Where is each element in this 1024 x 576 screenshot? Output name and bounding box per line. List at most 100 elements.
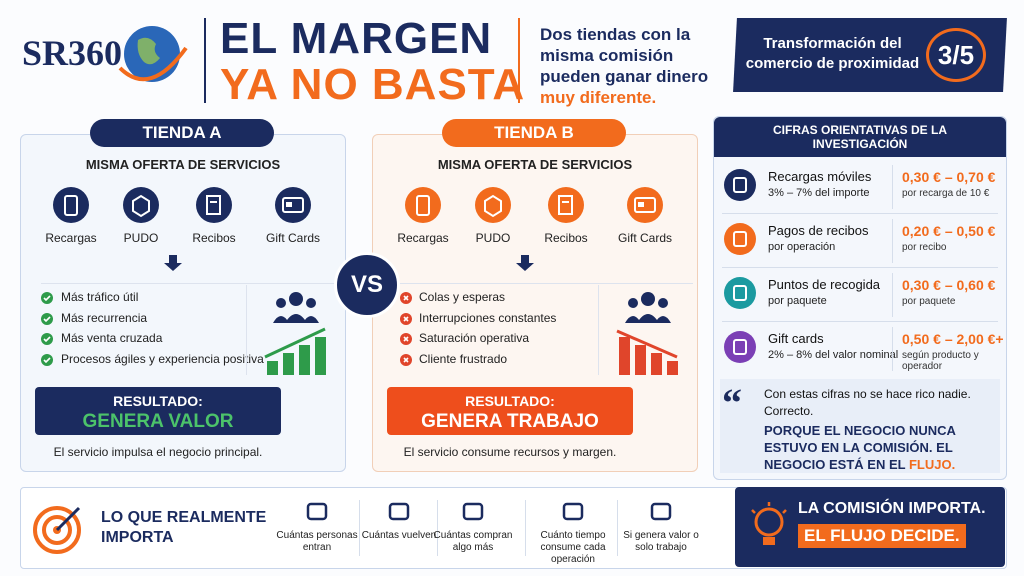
icon-shape [164, 255, 182, 271]
icon-shape [733, 339, 747, 355]
icon [41, 333, 53, 345]
store-note: El servicio impulsa el negocio principal… [53, 445, 263, 459]
separator [41, 283, 341, 284]
row-divider [892, 165, 893, 209]
icon-shape [548, 187, 584, 223]
icon-shape [733, 177, 747, 193]
icon-shape [724, 331, 756, 363]
icon-shape [724, 169, 756, 201]
service-label: Gift Cards [617, 231, 672, 245]
item-divider [437, 500, 438, 556]
icon-shape [42, 515, 72, 545]
row-unit: por paquete [902, 296, 956, 307]
icon-shape [118, 46, 188, 82]
point-text: Colas y esperas [419, 290, 506, 304]
row-name: Recargas móviles [768, 169, 872, 184]
divider [204, 18, 206, 103]
quote-statement: PORQUE EL NEGOCIO NUNCA ESTUVO EN LA COM… [764, 422, 994, 473]
icon [53, 187, 89, 223]
subtitle-text: Dos tiendas con la misma comisión pueden… [540, 25, 709, 86]
result-label: RESULTADO: [465, 393, 555, 409]
row-separator [722, 213, 998, 214]
bulb-icon [748, 500, 790, 554]
service-icon [475, 187, 511, 223]
icon [264, 292, 326, 375]
icon-shape [267, 361, 278, 375]
item-icon [385, 498, 413, 524]
quote-mark: “ [722, 380, 742, 425]
icon-shape [724, 277, 756, 309]
point-text: Cliente frustrado [419, 351, 508, 366]
cross-icon [400, 312, 412, 325]
icon-shape [638, 202, 644, 207]
service-label: Recibos [192, 231, 236, 245]
icon-shape [43, 356, 51, 363]
point-text: Más tráfico útil [61, 290, 139, 304]
icon-shape [388, 502, 410, 521]
row-divider [892, 273, 893, 317]
quote-line-1: Con estas cifras no se hace rico nadie. [764, 387, 971, 401]
figures-header [714, 117, 1006, 157]
icon-shape [475, 187, 511, 223]
separator [393, 283, 693, 284]
icon [400, 292, 412, 304]
row-separator [722, 267, 998, 268]
icon-shape [289, 292, 303, 306]
point-text: Más venta cruzada [61, 331, 163, 345]
separator [598, 285, 599, 375]
store-label: TIENDA A [90, 119, 274, 147]
icon-shape [516, 255, 534, 271]
icon-shape [273, 314, 319, 323]
icon-shape [619, 337, 630, 375]
target-icon [33, 502, 85, 554]
result-box [35, 387, 281, 435]
icon [751, 502, 787, 545]
icon-shape [33, 506, 81, 554]
icon [400, 333, 412, 345]
item-divider [525, 500, 526, 556]
service-label: Recargas [45, 231, 97, 245]
services-title: MISMA OFERTA DE SERVICIOS [85, 157, 281, 172]
point-text: Procesos ágiles y experiencia positiva [61, 351, 264, 366]
icon-shape [286, 202, 292, 207]
row-divider [892, 219, 893, 263]
check-icon [41, 353, 53, 366]
footer-title: LO QUE REALMENTE IMPORTA [101, 509, 267, 546]
icon-shape [123, 187, 159, 223]
icon-shape [275, 187, 311, 223]
icon-shape [405, 187, 441, 223]
icon-shape [616, 329, 678, 359]
quote-line-2: Correcto. [764, 404, 814, 418]
icon-shape [751, 502, 787, 514]
icon-shape [403, 356, 409, 363]
closing-line-1: LA COMISIÓN IMPORTA. [798, 500, 986, 517]
result-box [387, 387, 633, 435]
arrow [161, 253, 185, 273]
point-text: Saturación operativa [419, 331, 530, 345]
icon-shape [627, 187, 663, 223]
row-range: 0,20 € – 0,50 € [902, 223, 996, 239]
row-icon [724, 331, 756, 363]
icon-shape [625, 314, 671, 323]
figures-title: CIFRAS ORIENTATIVAS DE LA INVESTIGACIÓN [773, 123, 947, 151]
row-separator [722, 321, 998, 322]
title-line-1: EL MARGEN [220, 14, 493, 63]
item-icon [303, 498, 331, 524]
subtitle: Dos tiendas con la misma comisión pueden… [540, 24, 720, 108]
icon [724, 331, 756, 363]
service-label: PUDO [123, 231, 159, 245]
row-detail: por operación [768, 241, 836, 253]
row-unit: por recibo [902, 242, 947, 253]
divider [518, 18, 520, 103]
icon-shape [403, 315, 409, 322]
subtitle-highlight: muy diferente. [540, 88, 657, 107]
icon [562, 502, 584, 521]
icon-shape [635, 345, 646, 375]
icon-shape [658, 298, 668, 308]
logo-text: SR360 [22, 33, 123, 73]
service-icon [548, 187, 584, 223]
icon [724, 277, 756, 309]
icon [306, 502, 328, 521]
cross-icon [400, 332, 412, 345]
